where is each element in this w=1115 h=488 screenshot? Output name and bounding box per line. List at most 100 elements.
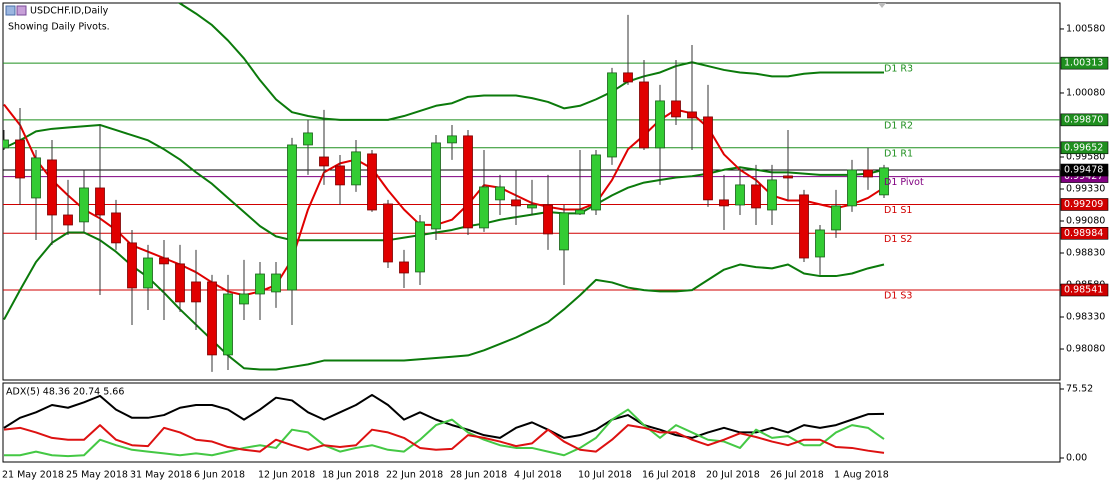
candle-body bbox=[255, 273, 265, 295]
pivot-label: D1 S1 bbox=[884, 205, 912, 216]
candle-body bbox=[479, 186, 489, 229]
candle-body bbox=[671, 100, 681, 118]
candle-body bbox=[63, 214, 73, 226]
candle-body bbox=[207, 281, 217, 356]
candle-body bbox=[783, 175, 793, 179]
pivot-label: D1 S3 bbox=[884, 291, 912, 302]
candle-body bbox=[719, 199, 729, 207]
candle-body bbox=[79, 187, 89, 223]
level-box bbox=[1060, 56, 1109, 70]
candle-body bbox=[623, 72, 633, 83]
level-label: 0.99427 bbox=[1064, 171, 1103, 182]
candle-body bbox=[575, 209, 585, 215]
x-tick-label: 22 Jun 2018 bbox=[386, 470, 443, 481]
x-tick-label: 12 Jun 2018 bbox=[258, 470, 315, 481]
pivot-label: D1 S2 bbox=[884, 234, 912, 245]
candle-body bbox=[767, 179, 777, 211]
candle-body bbox=[639, 81, 649, 149]
x-tick-label: 21 May 2018 bbox=[2, 470, 64, 481]
y-tick-label: 0.98080 bbox=[1066, 344, 1105, 355]
bid-label: 0.99478 bbox=[1064, 165, 1103, 176]
pivot-label: D1 Pivot bbox=[884, 177, 924, 188]
overlay-line bbox=[177, 3, 884, 121]
candle-body bbox=[511, 199, 521, 207]
pivot-label: D1 R3 bbox=[884, 64, 913, 75]
chart-icon bbox=[5, 5, 27, 16]
adx-plot bbox=[3, 393, 885, 458]
candle-body bbox=[463, 135, 473, 229]
candle-body bbox=[159, 257, 169, 265]
candle-body bbox=[367, 153, 377, 211]
level-box bbox=[1060, 141, 1109, 155]
x-tick-label: 1 Aug 2018 bbox=[834, 470, 889, 481]
overlay-line bbox=[3, 103, 885, 297]
candle-body bbox=[735, 184, 745, 206]
candle-body bbox=[47, 159, 57, 216]
y-tick-label: 0.00 bbox=[1066, 453, 1087, 464]
x-tick-label: 26 Jul 2018 bbox=[770, 470, 824, 481]
candle-body bbox=[95, 187, 105, 216]
candle-body bbox=[383, 203, 393, 263]
x-tick-label: 25 May 2018 bbox=[66, 470, 128, 481]
x-tick-label: 16 Jul 2018 bbox=[642, 470, 696, 481]
level-label: 1.00313 bbox=[1064, 58, 1103, 69]
level-box bbox=[1060, 226, 1109, 240]
chart-subtitle: Showing Daily Pivots. bbox=[8, 22, 110, 33]
chart-title: USDCHF.ID,Daily bbox=[30, 6, 109, 17]
y-tick-label: 0.98830 bbox=[1066, 248, 1105, 259]
level-box bbox=[1060, 283, 1109, 297]
y-tick-label: 0.99580 bbox=[1066, 151, 1105, 162]
candle-body bbox=[127, 242, 137, 289]
pivot-label: D1 R1 bbox=[884, 148, 913, 159]
candle-body bbox=[815, 229, 825, 258]
level-label: 0.99209 bbox=[1064, 199, 1103, 210]
candle-body bbox=[111, 212, 121, 244]
main-plot bbox=[3, 3, 1060, 372]
candle-body bbox=[351, 151, 361, 186]
x-tick-label: 4 Jul 2018 bbox=[514, 470, 562, 481]
x-tick-label: 18 Jun 2018 bbox=[322, 470, 379, 481]
candle-body bbox=[655, 100, 665, 149]
candle-body bbox=[31, 157, 41, 199]
candle-body bbox=[703, 116, 713, 201]
level-box bbox=[1060, 113, 1109, 127]
candle-body bbox=[303, 132, 313, 146]
candle-body bbox=[447, 135, 457, 144]
indicator-line bbox=[3, 393, 885, 439]
candle-body bbox=[3, 139, 9, 149]
candle-body bbox=[879, 167, 889, 196]
indicator-line bbox=[3, 424, 885, 454]
candle-body bbox=[175, 263, 185, 303]
y-tick-label: 1.00580 bbox=[1066, 23, 1105, 34]
candle-body bbox=[431, 142, 441, 230]
x-tick-label: 20 Jul 2018 bbox=[706, 470, 760, 481]
candle-body bbox=[687, 111, 697, 119]
candle-body bbox=[831, 205, 841, 231]
y-tick-label: 0.99330 bbox=[1066, 183, 1105, 194]
candle-body bbox=[271, 273, 281, 293]
candle-body bbox=[559, 212, 569, 251]
candle-body bbox=[239, 293, 249, 305]
level-label: 0.99652 bbox=[1064, 142, 1103, 153]
candle-body bbox=[591, 154, 601, 211]
pivot-label: D1 R2 bbox=[884, 120, 913, 131]
y-tick-label: 1.00080 bbox=[1066, 87, 1105, 98]
x-tick-label: 6 Jun 2018 bbox=[194, 470, 245, 481]
candle-body bbox=[847, 169, 857, 207]
level-label: 0.98541 bbox=[1064, 285, 1103, 296]
x-tick-label: 10 Jul 2018 bbox=[578, 470, 632, 481]
candle-body bbox=[287, 144, 297, 291]
indicator-title: ADX(5) 48.36 20.74 5.66 bbox=[6, 387, 124, 398]
y-tick-label: 75.52 bbox=[1066, 384, 1093, 395]
candle-body bbox=[751, 184, 761, 209]
y-tick-label: 0.98330 bbox=[1066, 312, 1105, 323]
candle-body bbox=[799, 194, 809, 259]
level-label: 0.99870 bbox=[1064, 114, 1103, 125]
adx-pane bbox=[2, 382, 1061, 463]
candle-body bbox=[863, 169, 873, 178]
candle-body bbox=[319, 156, 329, 167]
candle-body bbox=[607, 72, 617, 158]
candle-body bbox=[15, 139, 25, 179]
